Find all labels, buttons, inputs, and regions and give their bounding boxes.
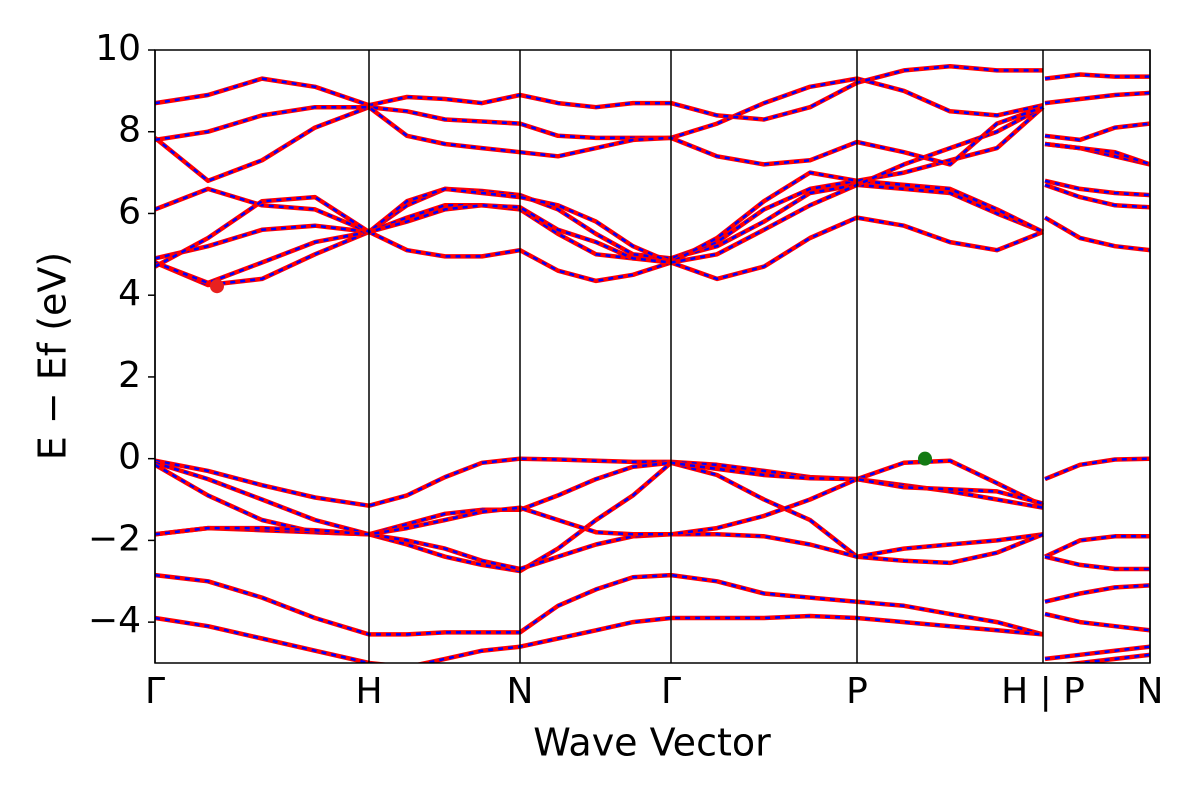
band-dash (155, 573, 1150, 661)
y-tick-label: 10 (95, 28, 141, 69)
x-tick-label: Γ (661, 671, 681, 712)
x-tick-label: H (355, 671, 382, 712)
x-tick-label: Γ (145, 671, 165, 712)
y-tick-label: 4 (118, 273, 141, 314)
band-dash (155, 216, 1150, 287)
extremum-point (210, 279, 224, 294)
x-tick-label: N (1137, 671, 1164, 712)
band-dash (155, 477, 1150, 632)
x-tick-label: H | P (1001, 671, 1085, 712)
y-tick-label: 0 (118, 437, 141, 478)
x-tick-label: P (846, 671, 868, 712)
band-dash (155, 179, 1150, 260)
y-axis-label: E − Ef (eV) (31, 252, 75, 461)
x-tick-label: N (507, 671, 534, 712)
y-tick-label: −4 (88, 600, 141, 641)
y-tick-label: −2 (88, 518, 141, 559)
band-dash (155, 65, 1150, 121)
y-tick-label: 6 (118, 191, 141, 232)
band-dash (155, 105, 1150, 166)
band-dash (155, 77, 1150, 183)
x-axis-label: Wave Vector (533, 721, 771, 765)
band-dash (155, 461, 1150, 558)
band-dash (155, 106, 1150, 268)
extremum-point (918, 451, 932, 466)
band-dash (155, 526, 1150, 603)
y-tick-label: 2 (118, 355, 141, 396)
y-tick-label: 8 (118, 110, 141, 151)
band-dash (155, 457, 1150, 507)
band-dash (155, 614, 1150, 663)
bands (155, 64, 1150, 663)
band-dash (155, 183, 1150, 285)
